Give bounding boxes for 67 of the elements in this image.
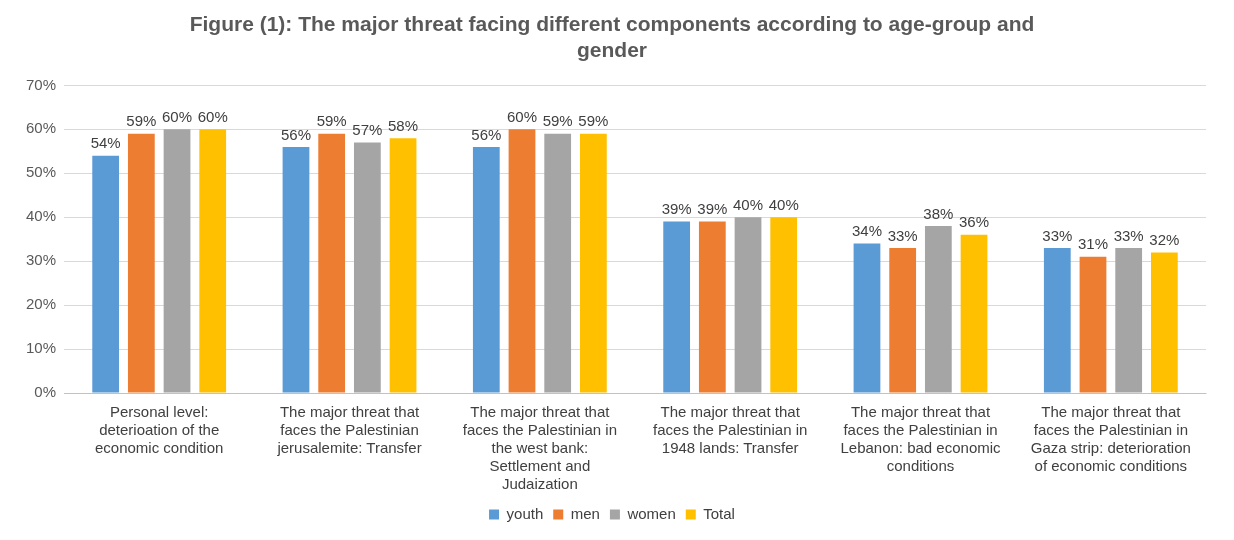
data-label: 60%	[197, 107, 228, 125]
data-label: 32%	[1149, 231, 1180, 249]
bar	[318, 133, 346, 393]
data-label: 59%	[316, 112, 347, 130]
bar	[199, 129, 227, 393]
x-tick-label: The major threat that faces the Palestinian jerusalemite: Transfer	[276, 403, 422, 457]
data-label: 57%	[352, 121, 383, 139]
bar	[282, 146, 310, 393]
y-tick-label: 30%	[25, 251, 57, 269]
bar	[770, 217, 798, 393]
data-label: 31%	[1077, 235, 1109, 253]
bar	[853, 243, 881, 393]
data-label: 38%	[923, 204, 954, 222]
data-label: 60%	[506, 107, 538, 125]
data-label: 56%	[471, 125, 502, 143]
bar	[353, 142, 381, 393]
data-label: 39%	[661, 200, 692, 218]
data-label: 59%	[578, 112, 609, 130]
bar	[472, 146, 500, 393]
y-tick-label: 60%	[25, 119, 57, 137]
bar	[960, 234, 988, 393]
bar	[1043, 247, 1071, 393]
bar	[698, 221, 726, 393]
y-tick-label: 0%	[34, 383, 57, 401]
data-label: 33%	[1042, 226, 1073, 244]
bar	[92, 155, 120, 393]
bar	[1079, 256, 1107, 393]
data-label: 33%	[1113, 226, 1144, 244]
bar	[389, 138, 417, 393]
data-label: 54%	[90, 134, 121, 152]
chart-title: Figure (1): The major threat facing different components according to age-group and gender	[189, 12, 1035, 61]
data-label: 60%	[162, 107, 193, 125]
data-label: 33%	[887, 226, 918, 244]
y-tick-label: 40%	[25, 207, 57, 225]
bar	[1150, 252, 1178, 393]
bar	[924, 226, 952, 393]
data-label: 39%	[697, 200, 728, 218]
x-tick-label: The major threat that faces the Palestinian in Gaza strip: deterioration of economic conditions	[1030, 403, 1191, 475]
x-tick-label: The major threat that faces the Palestinian in Lebanon: bad economic conditions	[840, 403, 1002, 475]
bar	[163, 129, 191, 393]
bar	[889, 247, 917, 393]
data-label: 34%	[851, 222, 882, 240]
bar	[127, 133, 155, 393]
bar	[663, 221, 691, 393]
legend-label: youth	[506, 504, 544, 522]
data-label: 59%	[126, 112, 157, 130]
y-tick-label: 50%	[25, 163, 57, 181]
x-tick-label: Personal level: deterioation of the economic condition	[94, 403, 224, 457]
legend-label: Total	[703, 504, 735, 522]
data-label: 36%	[959, 213, 990, 231]
bar	[544, 133, 572, 393]
data-label: 56%	[280, 125, 311, 143]
bar	[734, 217, 762, 393]
legend-label: women	[626, 504, 676, 522]
bar	[1115, 247, 1143, 393]
y-tick-label: 70%	[25, 75, 57, 93]
data-label: 40%	[733, 195, 764, 213]
data-label: 58%	[388, 116, 419, 134]
legend-label: men	[570, 504, 600, 522]
bar	[508, 129, 536, 393]
bar	[579, 133, 607, 393]
data-label: 59%	[542, 112, 573, 130]
y-tick-label: 20%	[25, 295, 57, 313]
y-tick-label: 10%	[25, 339, 57, 357]
x-tick-label: The major threat that faces the Palestinian in the west bank: Settlement and Judaization	[462, 403, 617, 493]
data-label: 40%	[768, 195, 799, 213]
x-tick-label: The major threat that faces the Palestinian in 1948 lands: Transfer	[653, 403, 808, 457]
